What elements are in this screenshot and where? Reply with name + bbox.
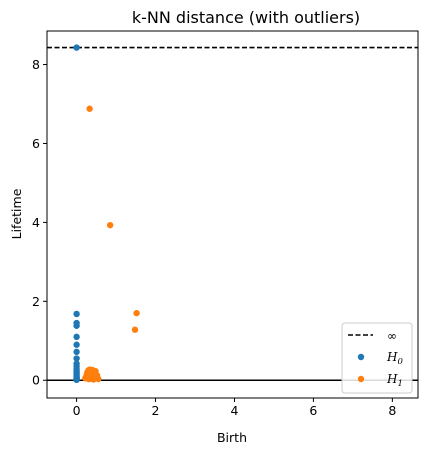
- h1-point: [133, 309, 140, 317]
- y-tick-label: 8: [32, 57, 40, 72]
- h1-point: [95, 375, 102, 383]
- h0-point: [73, 341, 80, 348]
- x-tick-label: 0: [73, 403, 81, 418]
- y-tick-label: 4: [32, 215, 40, 230]
- legend: ∞ H0 H1: [341, 322, 413, 394]
- x-tick-label: 4: [230, 403, 238, 418]
- h0-point: [73, 44, 80, 51]
- h0-point: [73, 355, 80, 362]
- legend-h0-marker: [357, 353, 365, 361]
- y-tick-label: 0: [32, 373, 40, 388]
- y-tick-label: 2: [32, 294, 40, 309]
- h1-point: [106, 221, 114, 229]
- h0-point: [73, 322, 80, 329]
- legend-h1-marker: [357, 375, 365, 383]
- h1-point: [131, 326, 139, 333]
- h0-point: [73, 348, 80, 356]
- legend-h0-label: H0: [386, 350, 403, 367]
- legend-h1-label: H1: [386, 372, 403, 389]
- x-tick-label: 8: [388, 403, 396, 418]
- x-tick-label: 6: [309, 403, 317, 418]
- x-axis: 0 2 4 6 8: [73, 398, 396, 418]
- h0-point: [73, 310, 80, 318]
- x-axis-label: Birth: [217, 430, 247, 445]
- y-axis: 0 2 4 6 8: [32, 57, 47, 388]
- legend-infinity-label: ∞: [387, 329, 397, 343]
- chart-title: k-NN distance (with outliers): [132, 8, 360, 27]
- plot-frame: [46, 30, 419, 399]
- h0-point: [73, 333, 80, 341]
- x-tick-label: 2: [152, 403, 160, 418]
- y-axis-label: Lifetime: [9, 188, 24, 239]
- h1-point: [86, 105, 93, 112]
- y-tick-label: 6: [32, 136, 40, 151]
- h0-point: [73, 376, 80, 384]
- legend-box: [341, 322, 413, 394]
